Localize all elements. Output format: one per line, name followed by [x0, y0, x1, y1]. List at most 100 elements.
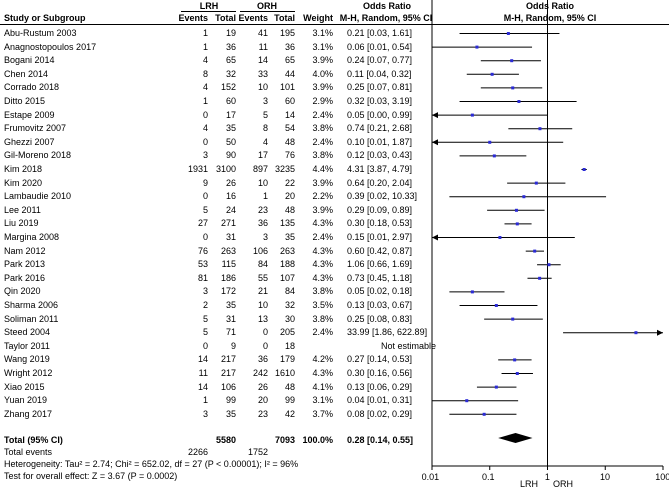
lrh-total: 24	[225, 204, 236, 215]
lrh-events: 4	[202, 82, 208, 93]
lrh-total: 99	[225, 395, 236, 406]
orh-total: 107	[279, 272, 295, 283]
or-ci: 0.08 [0.02, 0.29]	[347, 408, 413, 419]
orh-events: 242	[252, 368, 268, 378]
weight: 3.5%	[312, 300, 333, 310]
point-estimate	[490, 72, 494, 76]
table-row: Anagnostopoulos 2017 1 36 11 36 3.1% 0.06 [0.0…	[0, 42, 669, 53]
x-tick-label: 0.01	[421, 472, 440, 482]
study-name: Anagnostopoulos 2017	[4, 41, 97, 52]
point-estimate	[513, 358, 517, 362]
header-bottom-rule	[0, 24, 669, 25]
weight: 4.2%	[312, 354, 333, 365]
lrh-events: 0	[202, 232, 208, 242]
or-ci: 33.99 [1.86, 622.89]	[347, 327, 428, 338]
weight: 4.3%	[312, 218, 333, 229]
point-estimate	[538, 127, 542, 131]
orh-total-header: Total	[274, 13, 295, 23]
orh-events: 1	[262, 191, 268, 202]
lrh-events: 0	[202, 191, 208, 202]
weight: 3.9%	[312, 55, 333, 66]
table-row: Steed 2004 5 71 0 205 2.4% 33.99 [1.86, 622.89…	[0, 327, 669, 338]
lrh-events: 3	[202, 150, 208, 161]
lrh-events: 81	[197, 272, 208, 283]
orh-total: 48	[284, 381, 295, 392]
lrh-total: 35	[225, 300, 236, 310]
table-row: Ditto 2015 1 60 3 60 2.9% 0.32 [0.03, 3.19]	[0, 96, 669, 107]
orh-events: 33	[257, 68, 268, 79]
weight: 3.8%	[312, 123, 333, 134]
orh-events: 10	[257, 82, 268, 93]
heterogeneity-text: Heterogeneity: Tau² = 2.74; Chi² = 652.0…	[4, 459, 299, 469]
or-ci: 0.74 [0.21, 2.68]	[347, 123, 413, 134]
study-name: Corrado 2018	[4, 82, 60, 93]
point-estimate	[482, 412, 486, 416]
lrh-events: 3	[202, 286, 208, 297]
orh-total: 36	[284, 41, 295, 52]
orh-events: 3	[262, 96, 268, 106]
study-name: Ditto 2015	[4, 96, 46, 106]
study-name: Lambaudie 2010	[4, 191, 72, 202]
orh-events: 21	[257, 286, 268, 297]
orh-total: 48	[284, 204, 295, 215]
lrh-total: 106	[220, 381, 236, 392]
lrh-events: 8	[202, 68, 208, 79]
point-estimate	[534, 181, 538, 185]
lrh-events: 5	[202, 313, 208, 324]
point-estimate	[494, 385, 498, 389]
study-name: Liu 2019	[4, 218, 39, 229]
lrh-events-header: Events	[178, 13, 208, 23]
or-ci: 0.32 [0.03, 3.19]	[347, 96, 413, 106]
orh-total: 84	[284, 286, 295, 297]
or-method-header: M-H, Random, 95% CI	[339, 13, 433, 23]
ci-arrow-left	[432, 139, 438, 146]
orh-events: 23	[257, 204, 268, 215]
lrh-events: 27	[197, 218, 208, 229]
or-ci: 0.05 [0.02, 0.18]	[347, 286, 413, 297]
point-estimate	[515, 222, 519, 226]
lrh-total: 19	[225, 28, 236, 38]
weight: 3.1%	[312, 28, 333, 38]
or-ci: 0.15 [0.01, 2.97]	[347, 232, 413, 242]
table-row: Wright 2012 11 217 242 1610 4.3% 0.30 [0.16, 0…	[0, 368, 669, 379]
or-ci: 0.30 [0.16, 0.56]	[347, 368, 413, 378]
group-orh-header: ORH	[257, 1, 277, 11]
lrh-events: 14	[197, 381, 208, 392]
study-name: Kim 2020	[4, 177, 43, 188]
x-tick-label: 10	[600, 472, 611, 482]
lrh-total: 152	[220, 82, 236, 93]
study-name: Taylor 2011	[4, 340, 50, 351]
lrh-total: 9	[230, 340, 236, 351]
orh-total: 60	[284, 96, 295, 106]
table-row: Chen 2014 8 32 33 44 4.0% 0.11 [0.04, 0.32]	[0, 69, 669, 80]
point-estimate	[511, 86, 515, 90]
lrh-total-header: Total	[215, 13, 236, 23]
or-ci: Not estimable	[381, 340, 437, 351]
point-estimate	[470, 113, 474, 117]
study-name: Margina 2008	[4, 232, 60, 242]
orh-total: 76	[284, 150, 295, 161]
orh-total: 65	[284, 55, 295, 66]
lrh-events: 14	[197, 354, 208, 365]
orh-total: 188	[279, 259, 295, 270]
lrh-events: 4	[202, 123, 208, 134]
table-row: Taylor 2011 0 9 0 18 Not estimable	[0, 341, 669, 352]
lrh-events: 1	[202, 96, 208, 106]
weight: 3.8%	[312, 286, 333, 297]
study-name: Soliman 2011	[4, 313, 59, 324]
table-row: Nam 2012 76 263 106 263 4.3% 0.60 [0.42, 0.87]	[0, 246, 669, 257]
study-name: Qin 2020	[4, 286, 41, 297]
table-row: Sharma 2006 2 35 10 32 3.5% 0.13 [0.03, 0.67]	[0, 300, 669, 311]
study-name: Chen 2014	[4, 68, 49, 79]
orh-events: 5	[262, 109, 268, 120]
orh-events: 106	[252, 245, 268, 256]
weight: 4.3%	[312, 272, 333, 283]
lrh-events: 0	[202, 136, 208, 147]
table-row: Zhang 2017 3 35 23 42 3.7% 0.08 [0.02, 0.29]	[0, 409, 669, 420]
or-ci: 0.06 [0.01, 0.54]	[347, 41, 413, 52]
study-name: Wright 2012	[4, 368, 53, 378]
lrh-total: 31	[225, 313, 236, 324]
orh-events: 41	[257, 28, 268, 38]
or-ci: 1.06 [0.66, 1.69]	[347, 259, 413, 270]
lrh-events: 2	[202, 300, 208, 310]
